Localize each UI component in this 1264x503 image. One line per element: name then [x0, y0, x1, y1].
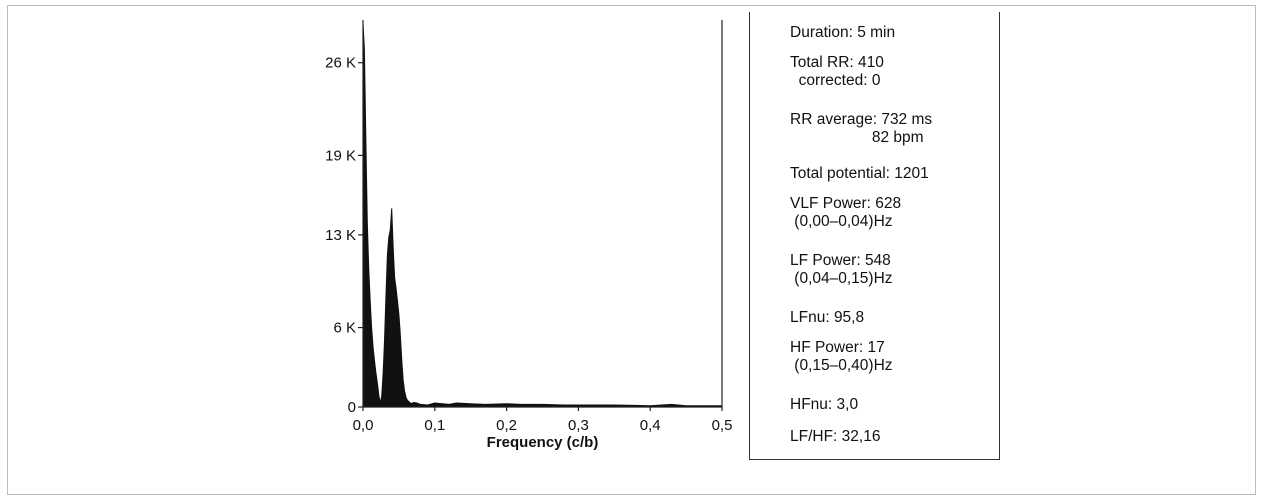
stat-total-rr: Total RR: 410: [790, 54, 884, 71]
x-tick-label: 0,2: [496, 417, 517, 434]
x-tick-label: 0,3: [568, 417, 589, 434]
stat-vlf-power: VLF Power: 628: [790, 195, 902, 212]
stat-lfnu: LFnu: 95,8: [790, 309, 865, 326]
stat-total-potential: Total potential: 1201: [790, 165, 929, 182]
stat-hfnu: HFnu: 3,0: [790, 396, 859, 413]
stat-hf-range: (0,15–0,40)Hz: [790, 357, 893, 374]
stat-vlf-range: (0,00–0,04)Hz: [790, 213, 893, 230]
stat-duration: Duration: 5 min: [790, 24, 896, 41]
x-tick-label: 0,5: [712, 417, 733, 434]
spectrum-area: [362, 22, 723, 408]
x-tick-label: 0,4: [640, 417, 661, 434]
y-tick-label: 6 K: [333, 320, 356, 337]
x-tick-label: 0,0: [353, 417, 374, 434]
x-tick-label: 0,1: [424, 417, 445, 434]
y-tick-label: 13 K: [325, 227, 356, 244]
stat-hf-power: HF Power: 17: [790, 339, 885, 356]
x-axis-title: Frequency (c/b): [487, 434, 599, 451]
stats-panel: [749, 12, 1000, 460]
y-tick-label: 26 K: [325, 55, 356, 72]
stat-lf-hf: LF/HF: 32,16: [790, 428, 881, 445]
stat-rr-average: RR average: 732 ms: [790, 111, 933, 128]
stat-corrected: corrected: 0: [790, 72, 881, 89]
figure-frame: [7, 5, 1256, 495]
y-tick-label: 19 K: [325, 147, 356, 164]
stat-bpm: 82 bpm: [790, 129, 924, 146]
stat-lf-power: LF Power: 548: [790, 252, 891, 269]
stat-lf-range: (0,04–0,15)Hz: [790, 270, 893, 287]
y-tick-label: 0: [348, 399, 356, 416]
